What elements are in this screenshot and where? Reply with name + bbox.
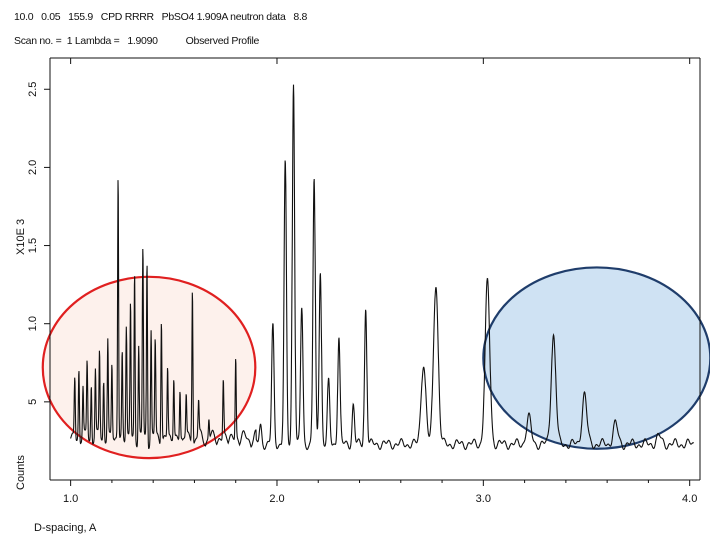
x-tick-label: 1.0 xyxy=(63,493,78,505)
profile-label: Observed Profile xyxy=(185,35,260,47)
observed-profile-line xyxy=(70,84,695,451)
highlight-circle-1 xyxy=(41,275,257,460)
highlight-circle-2 xyxy=(482,266,710,450)
x-axis-label: D-spacing, A xyxy=(34,522,97,534)
tick-layer: 1.0 2.0 3.0 4.0 5 1.0 1.5 2.0 2.5 xyxy=(27,58,697,505)
y-tick-label: 1.0 xyxy=(27,316,39,331)
y-scale-label: X10E 3 xyxy=(15,219,27,255)
y-tick-label: 5 xyxy=(27,399,39,405)
x-tick-label: 2.0 xyxy=(269,493,284,505)
chart-header-line-2: Scan no. = 1 Lambda = 1.9090 Observed Pro… xyxy=(14,35,259,47)
chart-header-line-1: 10.0 0.05 155.9 CPD RRRR PbSO4 1.909A ne… xyxy=(14,11,308,23)
axes xyxy=(49,57,701,481)
y-tick-label: 2.0 xyxy=(27,160,39,175)
x-tick-label: 3.0 xyxy=(476,493,491,505)
y-tick-label: 2.5 xyxy=(27,82,39,97)
scan-info: Scan no. = 1 Lambda = 1.9090 xyxy=(14,35,158,47)
x-tick-label: 4.0 xyxy=(682,493,697,505)
y-axis-label: Counts xyxy=(15,455,27,490)
y-tick-label: 1.5 xyxy=(27,238,39,253)
